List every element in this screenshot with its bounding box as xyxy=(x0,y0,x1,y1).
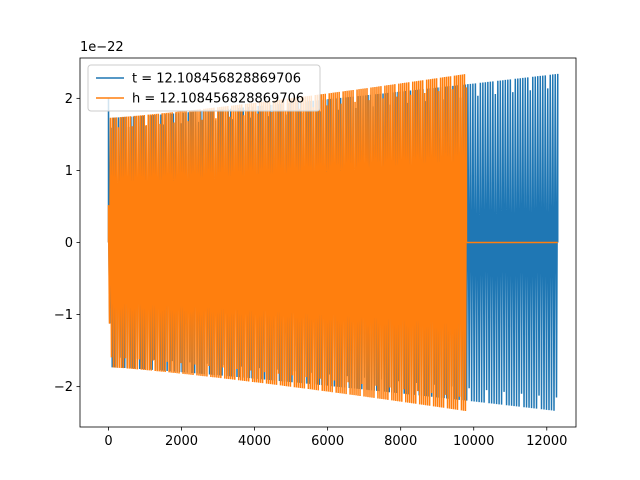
y-tick-label: −2 xyxy=(54,380,73,395)
y-tick-label: 1 xyxy=(65,164,73,179)
axes: 0 2000 4000 6000 8000 10000 12000 −2 −1 0 1 2 xyxy=(54,57,577,449)
y-tick-label: 2 xyxy=(65,92,73,107)
x-tick-label: 10000 xyxy=(453,434,494,449)
x-tick-label: 12000 xyxy=(526,434,567,449)
y-tick-label: −1 xyxy=(54,308,73,323)
x-tick-label: 6000 xyxy=(311,434,344,449)
x-tick-label: 0 xyxy=(104,434,112,449)
series-line-1 xyxy=(107,74,558,412)
legend-label-0: t = 12.108456828869706 xyxy=(132,72,301,87)
x-tick-label: 8000 xyxy=(384,434,417,449)
x-tick-label: 4000 xyxy=(238,434,271,449)
plot-area xyxy=(107,73,559,412)
legend: t = 12.108456828869706 h = 12.10845682886… xyxy=(87,64,321,112)
y-tick-label: 0 xyxy=(65,236,73,251)
legend-box xyxy=(87,64,321,112)
y-offset-text: 1e−22 xyxy=(80,40,124,55)
x-tick-label: 2000 xyxy=(165,434,198,449)
legend-label-1: h = 12.108456828869706 xyxy=(132,92,304,107)
